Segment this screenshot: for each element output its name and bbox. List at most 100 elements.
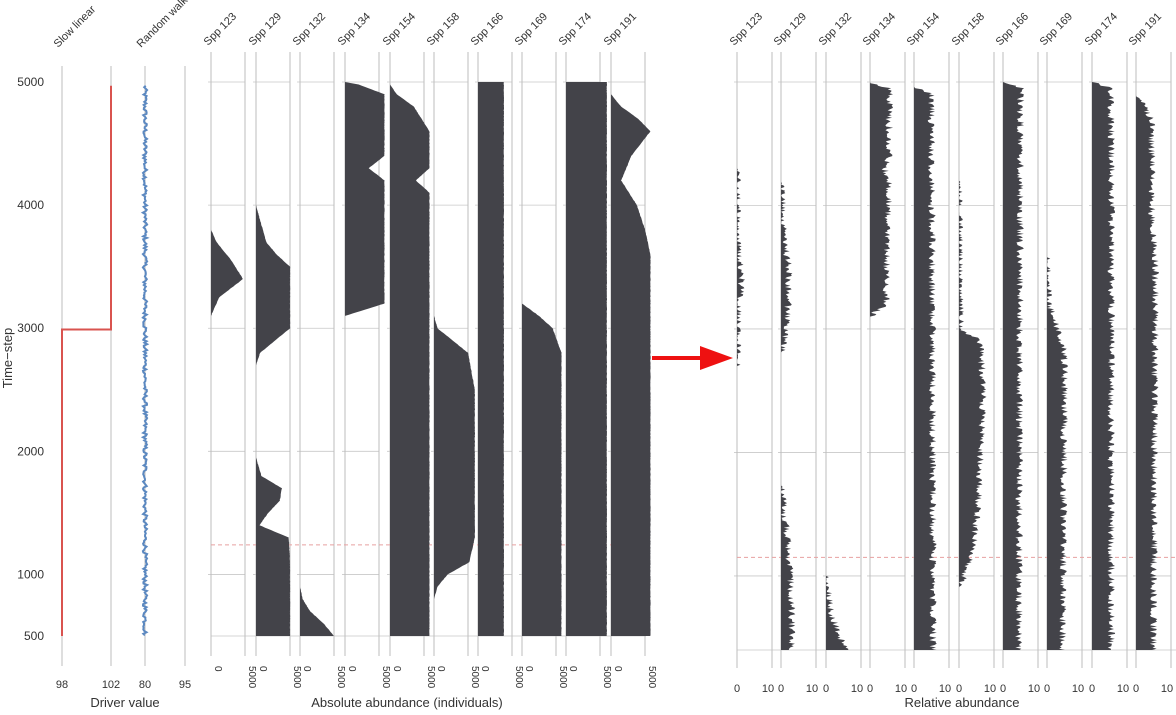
area-mark (300, 586, 334, 636)
y-tick-label: 500 (24, 629, 44, 643)
x-tick-label: 10 (939, 683, 951, 695)
column-header: Spp 134 (336, 11, 373, 48)
x-tick-label: 10 (762, 683, 774, 695)
area-mark (1092, 82, 1116, 650)
area-mark (611, 94, 651, 637)
x-tick-label: 0 (435, 666, 446, 672)
column-header: Spp 129 (772, 11, 809, 48)
x-tick-label: 0 (479, 666, 490, 672)
x-tick-label: 5000 (469, 666, 480, 689)
y-tick-label: 4000 (17, 198, 44, 212)
x-tick-label: 0 (823, 683, 829, 695)
column-header: Spp 166 (469, 11, 506, 48)
x-tick-label: 102 (102, 679, 120, 691)
column-header: Spp 166 (994, 11, 1031, 48)
column-header: Spp 169 (513, 11, 550, 48)
x-tick-label: 10 (1117, 683, 1129, 695)
transition-arrow (652, 346, 733, 370)
x-tick-label: 0 (391, 666, 402, 672)
x-tick-label: 5000 (601, 666, 612, 689)
x-tick-label: 0 (212, 666, 223, 672)
area-mark (870, 82, 894, 317)
y-tick-label: 1000 (17, 567, 44, 581)
x-tick-label: 10 (1161, 683, 1173, 695)
column-header: Random walk (135, 0, 191, 50)
area-mark (211, 229, 243, 316)
column-header: Slow linear (52, 3, 99, 50)
y-tick-label: 2000 (17, 444, 44, 458)
x-tick-label: 0 (612, 666, 623, 672)
column-header: Spp 129 (247, 11, 284, 48)
column-header: Spp 132 (291, 11, 328, 48)
x-tick-label: 5000 (646, 666, 657, 689)
driver-series (61, 84, 150, 637)
area-mark (345, 82, 385, 316)
x-tick-label: 5000 (380, 666, 391, 689)
column-header: Spp 158 (950, 11, 987, 48)
column-header: Spp 191 (602, 11, 639, 48)
x-tick-label: 0 (734, 683, 740, 695)
y-axis-label: Time−step (0, 328, 15, 389)
x-tick-label: 0 (301, 666, 312, 672)
x-tick-label: 98 (56, 679, 68, 691)
area-mark (390, 84, 430, 636)
y-tick-label: 5000 (17, 75, 44, 89)
area-mark (914, 85, 937, 650)
x-tick-label: 10 (984, 683, 996, 695)
column-header: Spp 154 (381, 11, 418, 48)
column-header: Spp 123 (202, 11, 239, 48)
x-tick-label: 0 (567, 666, 578, 672)
area-mark (737, 168, 746, 366)
area-series (211, 82, 1159, 651)
area-mark (566, 82, 607, 636)
area-mark (256, 205, 291, 636)
x-tick-label: 10 (1028, 683, 1040, 695)
column-header: Spp 123 (728, 11, 765, 48)
x-tick-label: 5000 (291, 666, 302, 689)
column-header: Spp 169 (1038, 11, 1075, 48)
x-tick-label: 0 (1000, 683, 1006, 695)
x-tick-label: 10 (806, 683, 818, 695)
x-tick-label: 5000 (335, 666, 346, 689)
x-tick-label: 10 (851, 683, 863, 695)
y-tick-label: 3000 (17, 321, 44, 335)
column-header: Spp 154 (905, 11, 942, 48)
column-header: Spp 174 (557, 11, 594, 48)
area-mark (478, 82, 504, 636)
x-axis-label-absolute: Absolute abundance (individuals) (311, 695, 503, 710)
x-tick-label: 5000 (246, 666, 257, 689)
x-tick-label: 95 (179, 679, 191, 691)
x-tick-label: 0 (346, 666, 357, 672)
x-tick-label: 0 (867, 683, 873, 695)
area-mark (1003, 82, 1025, 650)
x-tick-label: 5000 (425, 666, 436, 689)
area-mark (1136, 94, 1159, 651)
area-mark (1047, 254, 1069, 650)
x-tick-label: 0 (1044, 683, 1050, 695)
x-axis-label-relative: Relative abundance (905, 695, 1020, 710)
x-tick-label: 0 (1133, 683, 1139, 695)
x-tick-label: 0 (956, 683, 962, 695)
x-axis-label-driver: Driver value (90, 695, 159, 710)
area-mark (434, 315, 475, 600)
x-tick-label: 0 (1089, 683, 1095, 695)
x-tick-label: 0 (523, 666, 534, 672)
x-tick-label: 0 (911, 683, 917, 695)
column-header: Spp 134 (861, 11, 898, 48)
area-mark (826, 471, 849, 650)
x-tick-label: 0 (257, 666, 268, 672)
area-mark (522, 303, 562, 636)
series-line (61, 85, 112, 636)
area-mark (781, 180, 796, 651)
column-header: Spp 174 (1083, 11, 1120, 48)
x-tick-label: 5000 (557, 666, 568, 689)
column-header: Spp 191 (1127, 11, 1164, 48)
series-line (140, 84, 150, 637)
arrow-head (700, 346, 733, 370)
column-header: Spp 158 (425, 11, 462, 48)
x-tick-label: 10 (1072, 683, 1084, 695)
x-tick-label: 10 (895, 683, 907, 695)
column-header: Spp 132 (817, 11, 854, 48)
